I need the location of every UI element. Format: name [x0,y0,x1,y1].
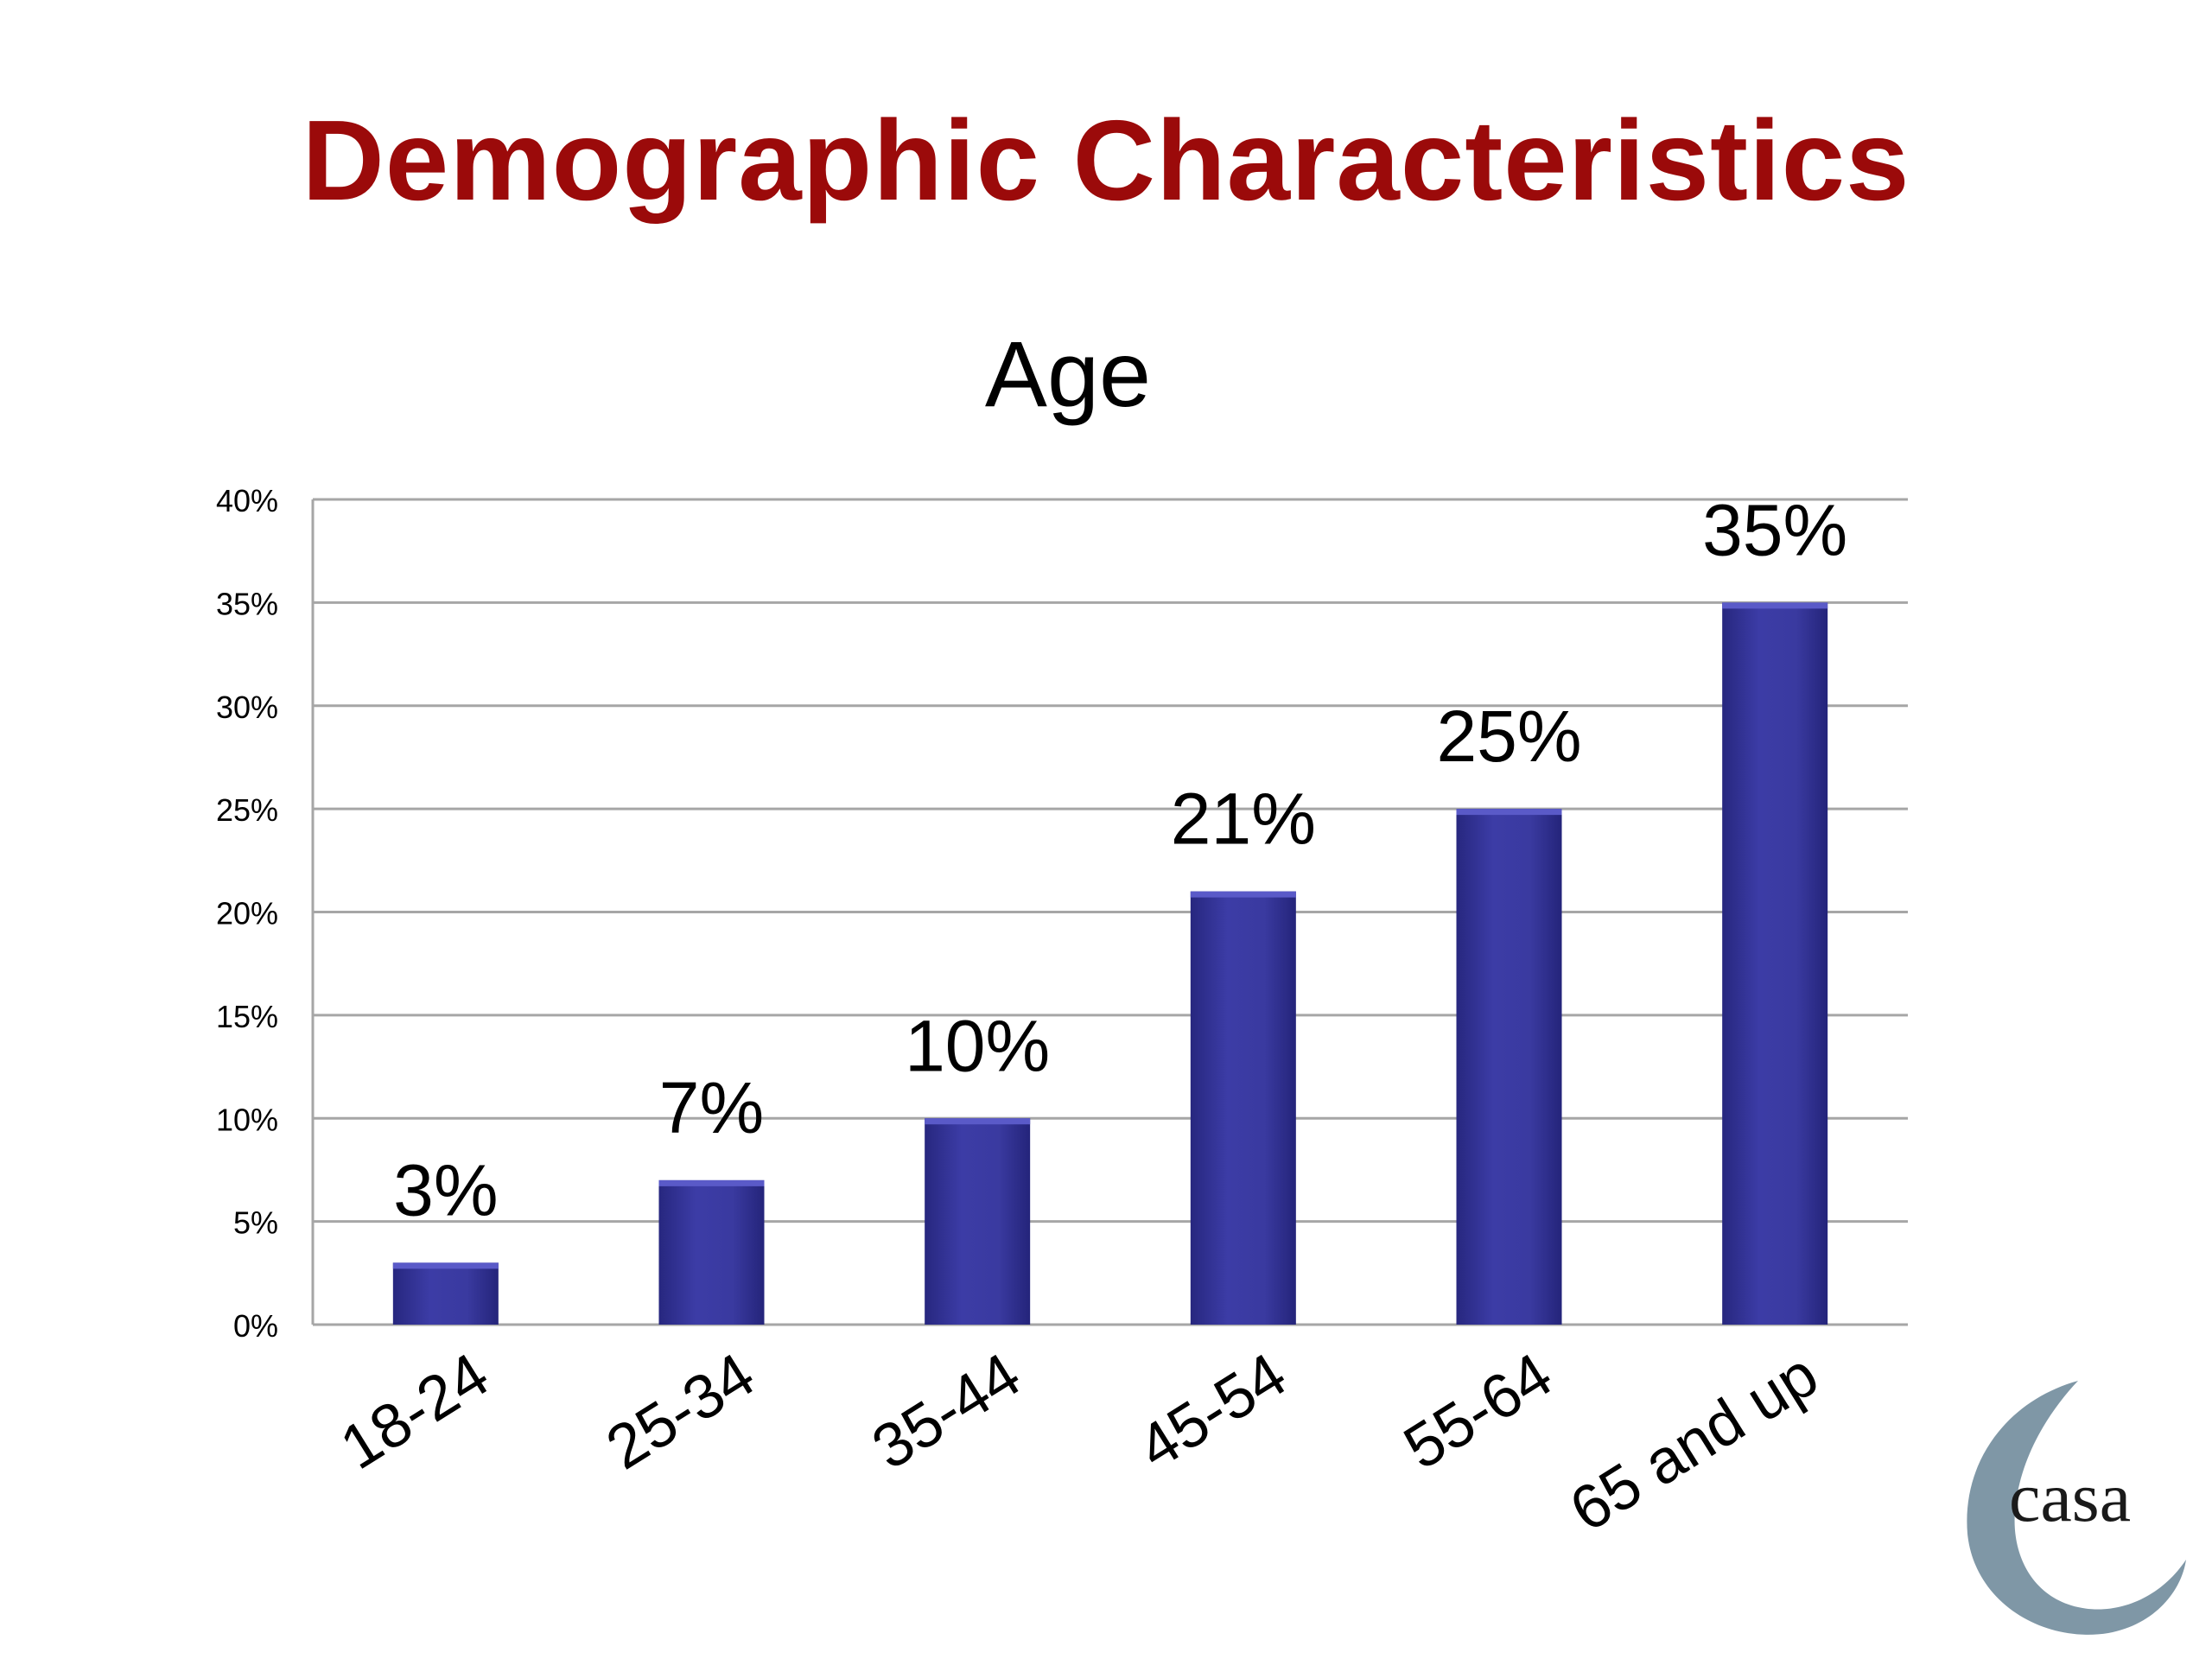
bar [658,1179,765,1325]
y-tick-label: 40% [216,483,278,518]
bar [392,1262,499,1325]
data-label: 21% [1171,779,1316,860]
logo-swoosh-icon [1967,1381,2186,1635]
slide-title: Demographic Characteristics [302,97,1910,224]
x-tick-label: 35-44 [861,1340,1033,1483]
x-tick-label: 18-24 [329,1340,501,1483]
bar [1722,602,1828,1325]
x-tick-label: 25-34 [594,1340,766,1483]
bar [925,1118,1031,1325]
data-label: 7% [659,1067,764,1148]
bar-top-highlight [925,1118,1031,1125]
data-label: 10% [905,1005,1050,1086]
y-tick-label: 35% [216,586,278,621]
bar [1190,891,1296,1325]
x-tick-label: 55-64 [1392,1340,1564,1483]
bar-top-highlight [658,1179,765,1186]
casa-logo: casa [1948,1374,2190,1642]
y-tick-label: 30% [216,690,278,725]
y-tick-label: 20% [216,896,278,931]
bar-top-highlight [392,1262,499,1269]
y-tick-label: 15% [216,999,278,1034]
y-tick-label: 0% [233,1308,278,1344]
y-tick-label: 5% [233,1205,278,1241]
bar [1456,809,1562,1325]
bar-top-highlight [1190,891,1296,898]
data-label: 25% [1436,696,1581,777]
data-label: 3% [393,1149,498,1230]
chart-title: Age [985,321,1151,426]
y-tick-label: 10% [216,1102,278,1137]
data-label: 35% [1702,489,1847,570]
y-tick-label: 25% [216,792,278,828]
logo-text: casa [2009,1458,2131,1536]
bar-top-highlight [1456,809,1562,816]
x-tick-label: 65 and up [1559,1340,1830,1546]
bar-top-highlight [1722,602,1828,609]
x-tick-label: 45-54 [1127,1340,1299,1483]
